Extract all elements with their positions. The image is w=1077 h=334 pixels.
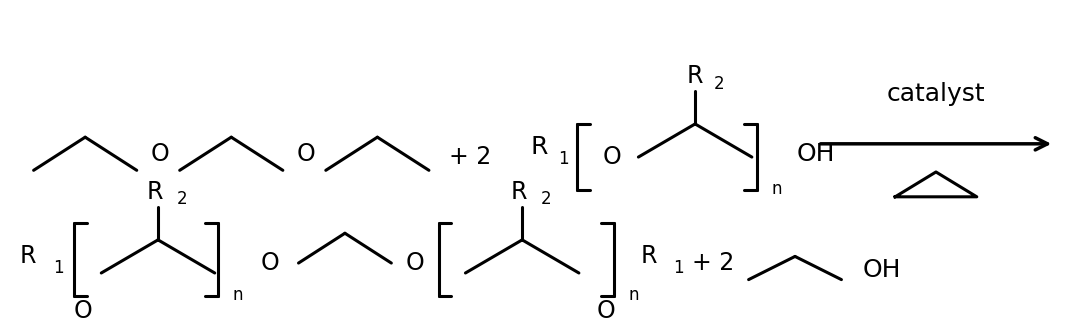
Text: 2: 2 xyxy=(177,190,187,208)
Text: 1: 1 xyxy=(558,150,569,168)
Text: R: R xyxy=(510,180,528,204)
Text: 2: 2 xyxy=(713,74,724,93)
Text: n: n xyxy=(628,286,639,304)
Text: n: n xyxy=(232,286,242,304)
Text: + 2: + 2 xyxy=(693,251,735,275)
Text: R: R xyxy=(531,135,548,159)
Text: O: O xyxy=(406,251,424,275)
Text: O: O xyxy=(597,299,615,323)
Text: O: O xyxy=(73,299,93,323)
Text: 1: 1 xyxy=(53,259,64,277)
Text: O: O xyxy=(151,142,170,166)
Text: OH: OH xyxy=(797,142,836,166)
Text: 2: 2 xyxy=(541,190,551,208)
Text: O: O xyxy=(261,251,279,275)
Text: O: O xyxy=(602,145,621,169)
Text: R: R xyxy=(687,64,703,88)
Text: R: R xyxy=(20,244,37,269)
Text: n: n xyxy=(771,180,782,197)
Text: 1: 1 xyxy=(673,259,684,277)
Text: R: R xyxy=(641,244,657,269)
Text: catalyst: catalyst xyxy=(886,82,985,106)
Text: R: R xyxy=(146,180,163,204)
Text: OH: OH xyxy=(863,258,901,282)
Text: O: O xyxy=(297,142,316,166)
Text: + 2: + 2 xyxy=(449,145,491,169)
